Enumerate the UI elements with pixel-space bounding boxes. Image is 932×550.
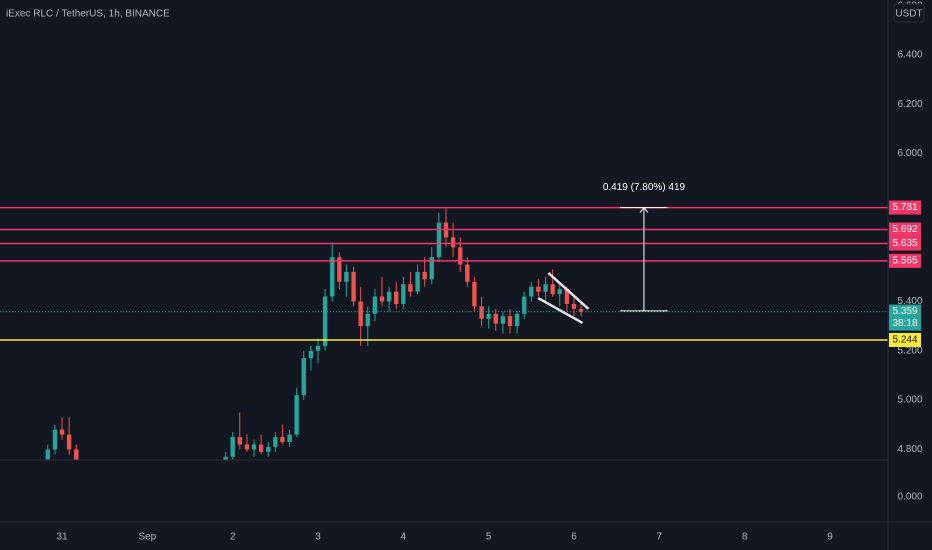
x-tick-label: 31 bbox=[56, 532, 68, 543]
candle-body bbox=[52, 429, 58, 450]
x-tick-label: 2 bbox=[230, 532, 236, 543]
candle-body bbox=[472, 281, 477, 307]
y-tick-label: 5.000 bbox=[897, 395, 922, 406]
y-tick-label: 5.400 bbox=[897, 296, 922, 307]
candle-body bbox=[465, 264, 470, 282]
candle-body bbox=[536, 286, 541, 292]
candle-body bbox=[386, 291, 392, 302]
wedge-line bbox=[547, 271, 590, 310]
candle-body bbox=[287, 434, 292, 443]
currency-box[interactable] bbox=[893, 3, 925, 23]
candle-body bbox=[422, 271, 427, 280]
candle-body bbox=[500, 316, 506, 324]
candle-body bbox=[337, 257, 342, 282]
candle-body bbox=[458, 247, 463, 265]
candle-body bbox=[529, 286, 534, 297]
candle-body bbox=[237, 437, 242, 445]
chart-title: iExec RLC / TetherUS, 1h, BINANCE bbox=[6, 9, 170, 20]
x-tick-label: Sep bbox=[138, 532, 156, 543]
level-label: 5.635 bbox=[892, 238, 917, 249]
indicator-tick-label: 0.000 bbox=[897, 492, 922, 503]
candle-body bbox=[358, 301, 363, 327]
candle-body bbox=[322, 296, 328, 346]
level-label: 5.781 bbox=[892, 202, 917, 213]
candle-body bbox=[372, 296, 378, 314]
currency: USDT bbox=[895, 9, 922, 20]
candle-body bbox=[578, 308, 584, 312]
candle-body bbox=[294, 395, 299, 435]
candle-body bbox=[258, 444, 264, 452]
candle-body bbox=[415, 271, 420, 292]
candle-body bbox=[266, 446, 271, 452]
candle-body bbox=[543, 284, 548, 292]
x-tick-label: 3 bbox=[315, 532, 321, 543]
x-tick-label: 9 bbox=[827, 532, 833, 543]
candle-body bbox=[379, 296, 385, 302]
x-tick-label: 4 bbox=[401, 532, 407, 543]
last-price-label: 5.359 bbox=[892, 306, 917, 317]
candle-body bbox=[479, 306, 484, 319]
y-tick-label: 6.400 bbox=[897, 50, 922, 61]
y-tick-label: 6.000 bbox=[897, 148, 922, 159]
candle-body bbox=[450, 237, 456, 248]
candle-body bbox=[330, 257, 335, 297]
candle-body bbox=[280, 437, 285, 443]
level-label-box bbox=[889, 253, 921, 268]
candle-body bbox=[408, 284, 413, 292]
last-price-box bbox=[889, 304, 921, 331]
y-tick-label: 6.200 bbox=[897, 99, 922, 110]
candle-body bbox=[394, 291, 399, 304]
candle-body bbox=[365, 313, 370, 327]
candle-body bbox=[550, 284, 555, 295]
level-label: 5.692 bbox=[892, 224, 917, 235]
candle-body bbox=[351, 271, 356, 302]
candle-body bbox=[344, 271, 349, 282]
candle-body bbox=[230, 437, 235, 457]
countdown: 38:18 bbox=[892, 318, 917, 329]
level-label: 5.244 bbox=[892, 335, 917, 346]
candle-body bbox=[59, 429, 65, 435]
candle-body bbox=[74, 449, 79, 460]
candle-body bbox=[244, 444, 250, 450]
candle-body bbox=[251, 444, 257, 450]
candle-body bbox=[493, 313, 498, 324]
candle-body bbox=[45, 449, 50, 460]
candle-body bbox=[557, 289, 562, 295]
candle-body bbox=[486, 313, 491, 319]
candle-body bbox=[522, 296, 527, 314]
level-label-box bbox=[889, 200, 921, 215]
main-pane bbox=[0, 206, 888, 460]
candle-body bbox=[315, 345, 321, 351]
x-tick-label: 7 bbox=[657, 532, 663, 543]
wedge-line bbox=[537, 296, 584, 325]
candle-body bbox=[507, 316, 513, 327]
level-label-box bbox=[889, 332, 921, 347]
candle-body bbox=[301, 358, 306, 396]
candle-body bbox=[308, 350, 314, 359]
measure-arrowhead bbox=[639, 206, 649, 213]
candle-body bbox=[66, 434, 72, 450]
candle-body bbox=[401, 284, 406, 304]
candle-body bbox=[571, 303, 577, 309]
candle-body bbox=[514, 313, 520, 327]
x-tick-label: 8 bbox=[742, 532, 748, 543]
level-label-box bbox=[889, 236, 921, 251]
candle-body bbox=[223, 456, 228, 460]
x-tick-label: 6 bbox=[571, 532, 577, 543]
candle-body bbox=[429, 257, 434, 280]
candle-body bbox=[436, 222, 442, 258]
candle-body bbox=[273, 437, 278, 447]
candle-body bbox=[564, 289, 570, 304]
y-tick-label: 5.200 bbox=[897, 345, 922, 356]
x-tick-label: 5 bbox=[486, 532, 492, 543]
measure-label: 0.419 (7.80%) 419 bbox=[603, 182, 686, 193]
y-tick-label: 4.800 bbox=[897, 444, 922, 455]
level-label: 5.565 bbox=[892, 255, 917, 266]
level-label-box bbox=[889, 222, 921, 237]
